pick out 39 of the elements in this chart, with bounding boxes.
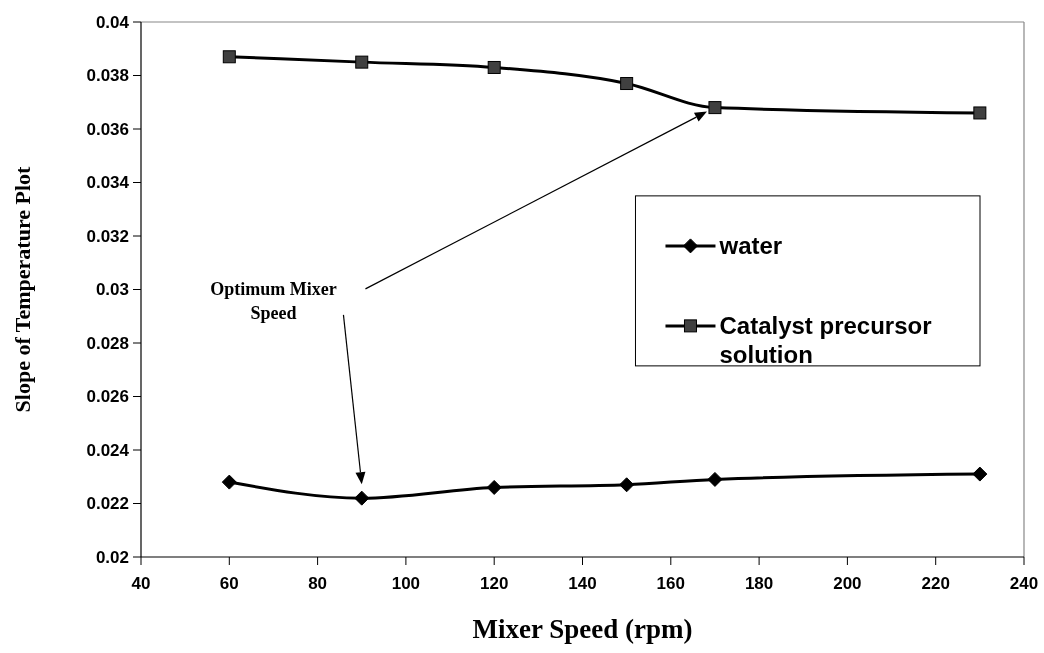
x-tick-label: 100: [391, 574, 421, 593]
point: [354, 490, 370, 506]
y-axis-title: Slope of Temperature Plot: [10, 165, 35, 413]
x-tick-label: 240: [1009, 574, 1039, 593]
y-tick-label: 0.038: [86, 66, 129, 86]
x-tick-label: 40: [131, 574, 151, 593]
y-tick-label: 0.022: [86, 494, 129, 514]
x-tick-label: 80: [308, 574, 328, 593]
x-axis-title: Mixer Speed (rpm): [472, 614, 693, 644]
y-tick-label: 0.028: [86, 333, 129, 353]
x-tick-label: 140: [568, 574, 597, 593]
point: [707, 471, 723, 487]
x-tick-label: 120: [480, 574, 509, 593]
x-tick-label: 220: [921, 574, 950, 593]
point: [221, 474, 237, 490]
y-tick-label: 0.04: [95, 12, 130, 32]
point: [972, 466, 988, 482]
x-tick-label: 160: [656, 574, 685, 593]
point: [973, 106, 987, 120]
point: [487, 60, 501, 74]
point: [708, 101, 722, 115]
point: [620, 77, 634, 91]
point: [355, 55, 369, 69]
x-tick-label: 200: [833, 574, 862, 593]
y-tick-label: 0.026: [86, 387, 129, 407]
point: [619, 477, 635, 493]
y-tick-label: 0.032: [86, 226, 129, 246]
point: [486, 479, 502, 495]
legend-label: Catalyst precursor solution: [719, 312, 932, 369]
y-tick-label: 0.034: [86, 173, 130, 193]
annotation: Optimum Mixer Speed: [210, 278, 337, 324]
y-tick-label: 0.02: [95, 547, 129, 567]
x-tick-label: 60: [219, 574, 239, 593]
y-tick-label: 0.03: [95, 280, 129, 300]
point: [222, 50, 236, 64]
y-tick-label: 0.036: [86, 119, 129, 139]
legend-label: water: [718, 232, 783, 260]
y-tick-label: 0.024: [86, 440, 130, 460]
x-tick-label: 180: [744, 574, 774, 593]
